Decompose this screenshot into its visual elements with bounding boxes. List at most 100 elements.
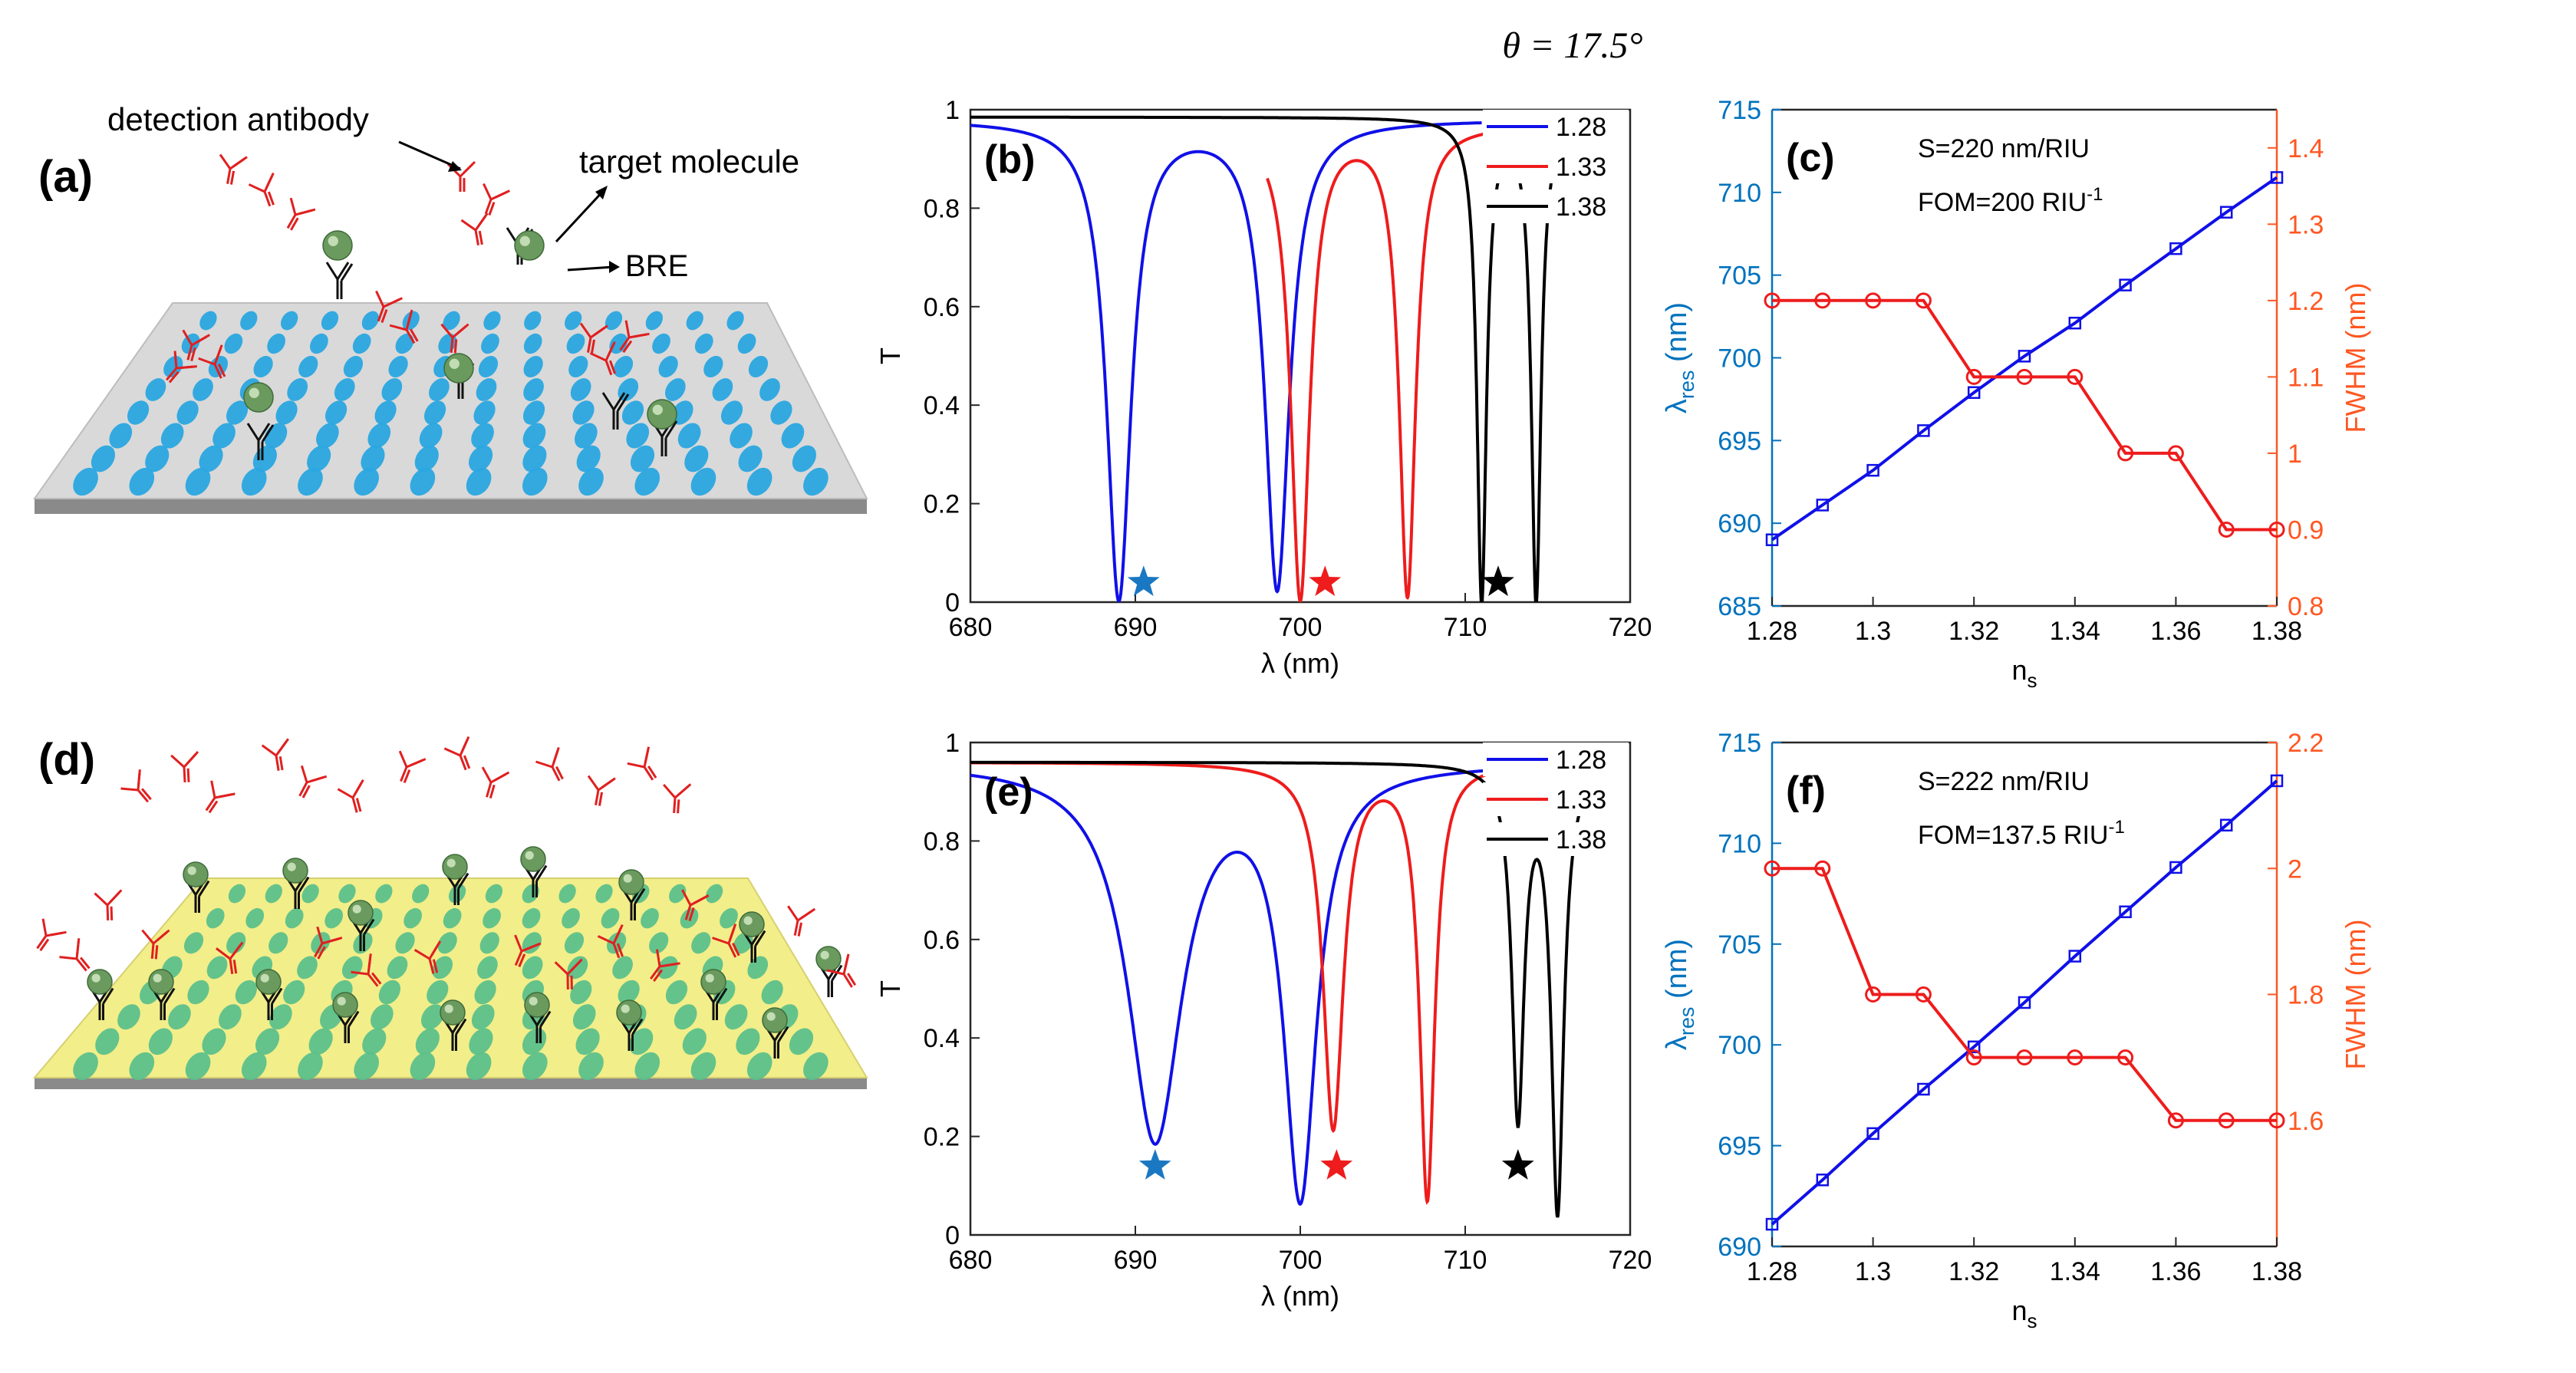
- detection-antibody-stem: [298, 765, 324, 797]
- detection-antibody: [681, 889, 710, 922]
- fwhm-point: [1865, 986, 1882, 1003]
- y-left-tick-label: 700: [1718, 1031, 1761, 1060]
- nanoparticle: [427, 980, 449, 1005]
- bre-antibody-strand: [340, 263, 354, 299]
- detection-antibody-stem: [787, 905, 813, 936]
- nanoparticle: [604, 311, 623, 331]
- nanoparticle: [437, 932, 457, 954]
- detection-antibody-strand: [403, 758, 427, 783]
- target-molecule: [255, 969, 282, 995]
- y-tick-label: 0.6: [924, 293, 960, 322]
- nanoparticle: [224, 333, 243, 354]
- nanoparticle: [736, 1028, 760, 1055]
- bre-antibody-strand: [271, 987, 283, 1020]
- lambda-res-point: [1967, 1040, 1981, 1054]
- nanoparticle: [705, 884, 723, 904]
- target-molecule: [442, 854, 468, 880]
- nanoparticle: [185, 467, 211, 496]
- x-tick-label: 680: [949, 613, 993, 642]
- target-molecule-highlight: [820, 950, 829, 960]
- y-tick-label: 0.8: [924, 827, 960, 856]
- lambda-res-point: [2169, 242, 2182, 255]
- target-molecule-highlight: [449, 358, 460, 369]
- nanoparticle: [746, 1052, 772, 1081]
- nanoparticle: [803, 1052, 828, 1081]
- x-tick-label: 1.28: [1747, 617, 1797, 646]
- nanoparticle: [367, 423, 391, 449]
- nanoparticle: [298, 355, 318, 378]
- fwhm-point: [1965, 1049, 1982, 1066]
- nanoparticle: [334, 378, 355, 401]
- detection-antibody-strand: [462, 160, 476, 192]
- y-tick-label: 0.2: [924, 490, 960, 519]
- detection-antibody-strand: [168, 365, 197, 384]
- bre-antibody-strand: [455, 1018, 467, 1051]
- nanoparticle: [612, 956, 633, 980]
- fom-annotation: FOM=200 RIU-1: [1918, 184, 2103, 217]
- nanoparticle: [641, 907, 659, 929]
- nanoparticle: [381, 378, 403, 401]
- fom-annotation: FOM=137.5 RIU-1: [1918, 817, 2125, 850]
- detection-antibody: [443, 736, 471, 771]
- fwhm-point: [1915, 986, 1932, 1003]
- nanoparticle: [578, 467, 604, 496]
- detection-antibody: [389, 309, 419, 344]
- y-left-tick-label: 700: [1718, 344, 1761, 374]
- substrate-side: [35, 1078, 867, 1089]
- nanoparticle: [129, 467, 155, 496]
- fwhm-point: [2117, 445, 2134, 462]
- lambda-res-point: [1816, 1174, 1830, 1187]
- target-molecule-highlight: [91, 973, 100, 983]
- nanoparticle: [268, 932, 288, 954]
- fwhm-point: [2067, 1049, 2084, 1066]
- detection-antibody: [313, 926, 343, 960]
- nanoparticle: [145, 445, 170, 472]
- nanoparticle: [789, 1028, 814, 1055]
- fwhm-point: [2218, 521, 2235, 538]
- nanoparticle: [443, 907, 462, 929]
- nanoparticle: [245, 907, 265, 929]
- detection-antibody: [248, 173, 275, 207]
- nanoparticle: [91, 445, 116, 472]
- fwhm-point: [2268, 521, 2285, 538]
- nanoparticle: [522, 467, 548, 496]
- bre-antibody-strand: [634, 887, 646, 920]
- nanoparticle: [127, 400, 150, 425]
- nanoparticle: [297, 956, 318, 980]
- target-molecule-highlight: [249, 387, 259, 398]
- detection-antibody-strand: [215, 344, 226, 377]
- detection-antibody-strand: [590, 324, 608, 354]
- detection-antibody-strand: [598, 777, 616, 806]
- bre-antibody-strand: [716, 987, 728, 1020]
- detection-antibody-strand: [653, 962, 680, 983]
- y-axis-label: T: [875, 980, 906, 997]
- nanoparticle: [73, 1052, 98, 1081]
- detection-antibody-stem: [460, 215, 487, 245]
- lambda-res-point: [2219, 818, 2233, 831]
- bre-antibody-strand: [631, 1018, 644, 1051]
- nanoparticle: [803, 467, 828, 496]
- nanoparticle: [235, 980, 257, 1005]
- lambda-res-point: [2219, 206, 2233, 219]
- nanoparticle: [308, 1028, 333, 1055]
- lambda-res-point: [2169, 861, 2182, 874]
- x-tick-label: 1.34: [2050, 1257, 2100, 1286]
- nanoparticle: [95, 1028, 120, 1055]
- panel-label-d: (d): [38, 735, 95, 785]
- y-right-tick-label: 0.9: [2288, 515, 2324, 545]
- nanoparticle: [746, 467, 772, 496]
- target-molecule: [440, 999, 466, 1026]
- detection-antibody: [619, 320, 650, 354]
- nanoparticle: [285, 907, 304, 929]
- nanoparticle: [471, 1004, 495, 1030]
- target-molecule: [647, 399, 677, 430]
- nanoparticle: [748, 355, 769, 378]
- nanoparticle: [568, 355, 588, 378]
- detection-antibody-stem: [205, 780, 232, 812]
- bre-antibody-strand: [163, 987, 176, 1020]
- y-left-tick-label: 710: [1718, 179, 1761, 208]
- nanoparticle: [387, 956, 408, 980]
- lambda-res-point: [2119, 278, 2132, 291]
- nanoparticle-array: [73, 884, 828, 1081]
